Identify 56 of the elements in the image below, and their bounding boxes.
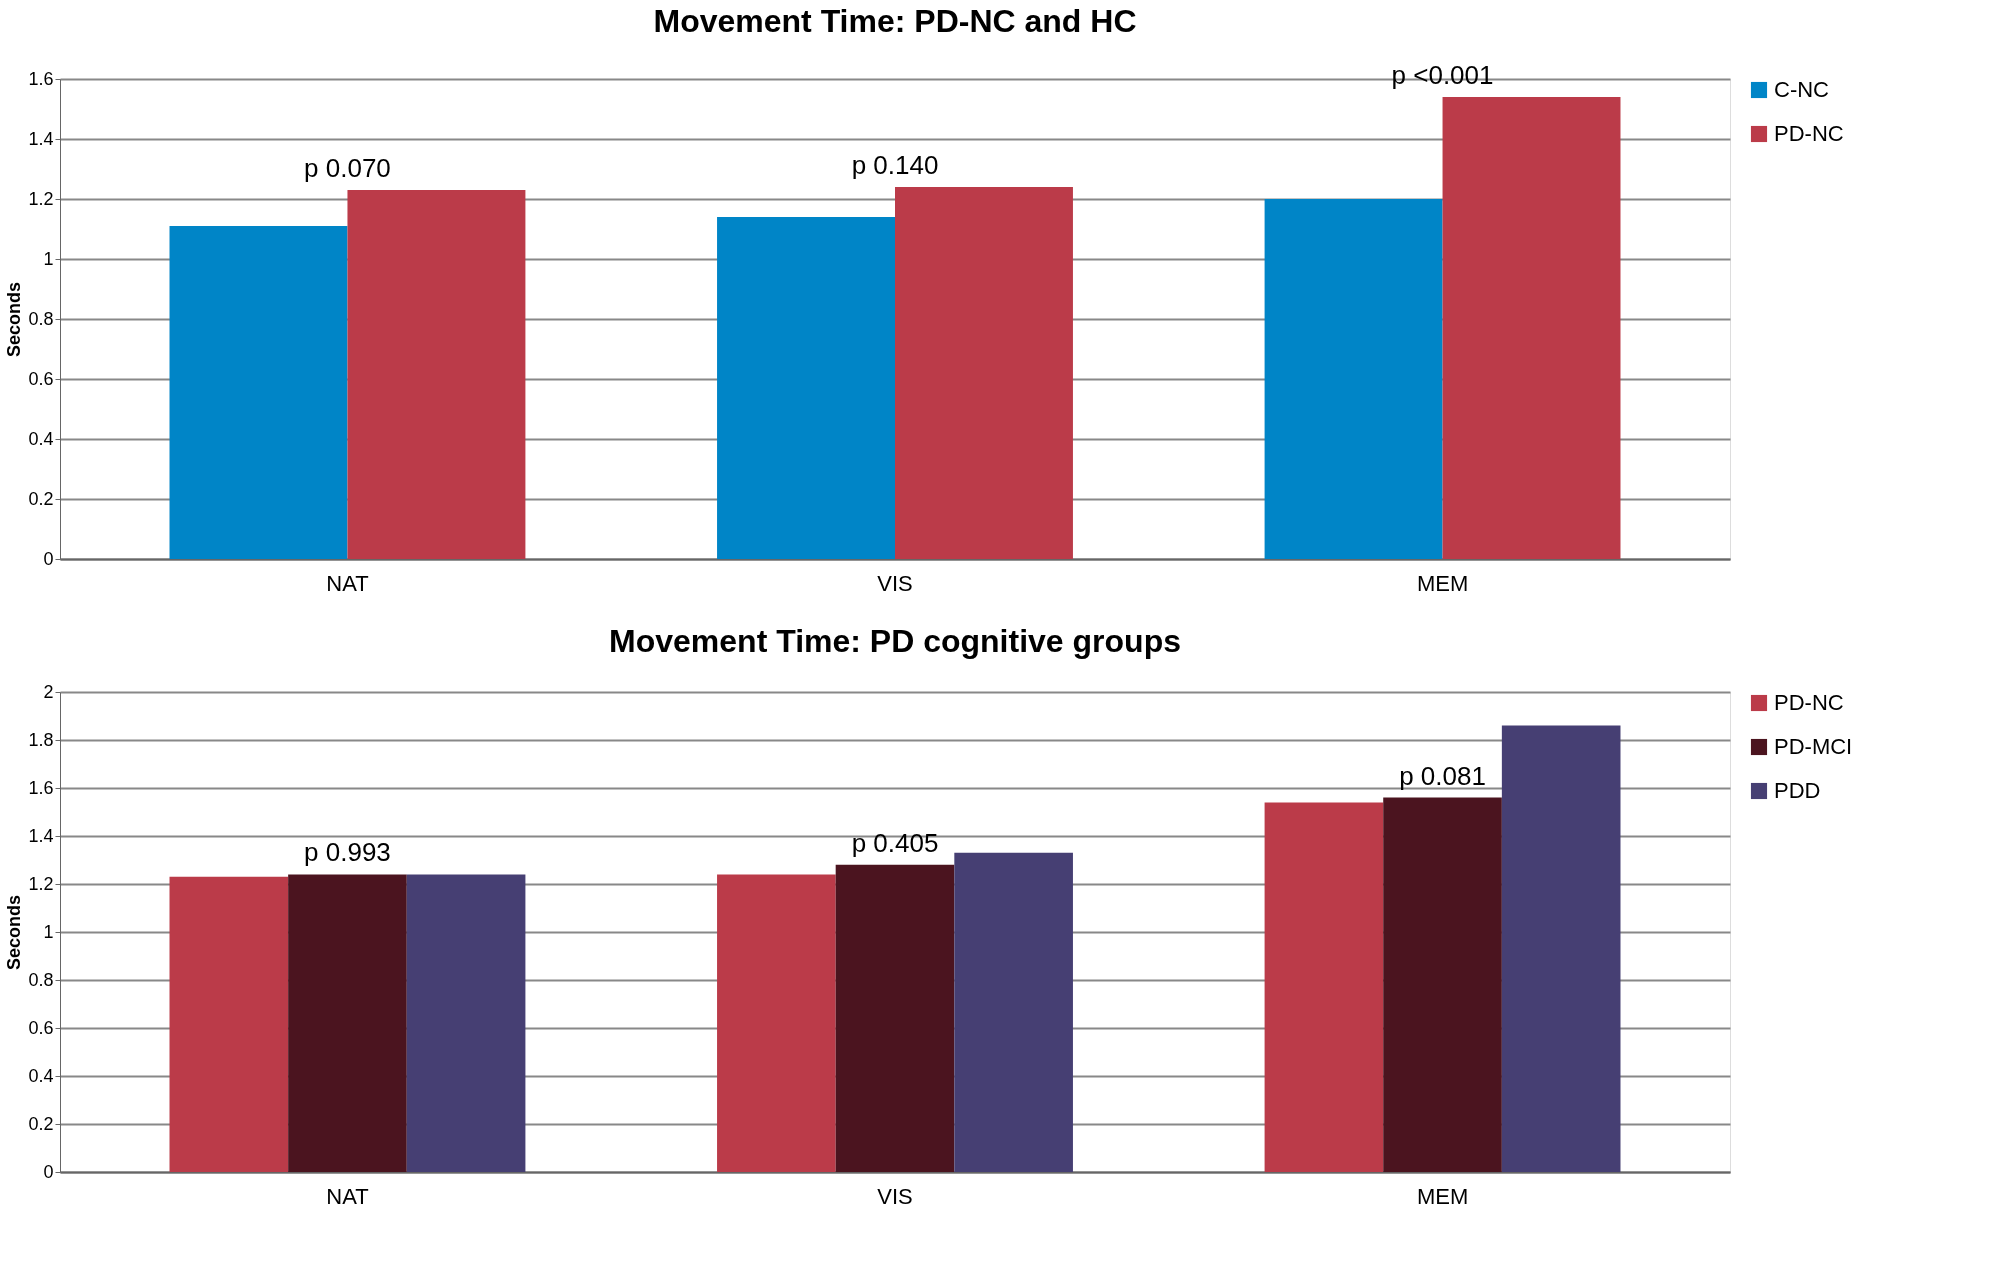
y-tick-label: 0.2: [28, 1113, 54, 1134]
y-tick-label: 0: [43, 1161, 54, 1182]
y-tick-label: 0: [43, 548, 54, 569]
bar: [1501, 725, 1621, 1172]
y-tick-label: 0.6: [28, 1017, 54, 1038]
y-axis-title: Seconds: [4, 281, 25, 358]
bar: [1383, 797, 1502, 1172]
bar: [347, 190, 526, 559]
bar: [406, 874, 526, 1172]
chart-title: Movement Time: PD-NC and HC: [653, 3, 1137, 39]
y-tick-label: 2: [43, 681, 54, 702]
legend-label: PDD: [1774, 778, 1821, 803]
y-tick-label: 1: [43, 921, 54, 942]
bar: [895, 187, 1073, 559]
legend-label: PD-NC: [1774, 690, 1844, 715]
x-tick-label: MEM: [1416, 570, 1469, 596]
y-tick-label: 1.6: [28, 68, 54, 89]
bar: [1442, 97, 1621, 559]
y-tick-label: 1.6: [28, 777, 54, 798]
annotation: p 0.070: [304, 153, 391, 183]
bar: [169, 226, 348, 559]
y-tick-label: 0.4: [28, 428, 54, 449]
y-tick-label: 0.8: [28, 969, 54, 990]
annotation: p <0.001: [1391, 60, 1494, 90]
x-tick-label: VIS: [877, 1183, 913, 1209]
y-tick-label: 0.8: [28, 308, 54, 329]
x-tick-label: MEM: [1416, 1183, 1469, 1209]
annotation: p 0.993: [304, 837, 391, 868]
annotation: p 0.140: [851, 150, 939, 180]
bar: [954, 852, 1073, 1172]
y-tick-label: 1.2: [28, 188, 54, 209]
bar: [288, 874, 407, 1172]
bar: [835, 864, 955, 1172]
chart-title: Movement Time: PD cognitive groups: [609, 623, 1181, 659]
bar: [1264, 802, 1384, 1172]
y-tick-label: 0.2: [28, 488, 54, 509]
legend-label: C-NC: [1774, 77, 1830, 102]
y-tick-label: 0.6: [28, 368, 54, 389]
bar: [717, 217, 895, 559]
bar: [169, 876, 289, 1172]
legend-label: PD-NC: [1774, 121, 1844, 146]
y-tick-label: 1: [43, 248, 54, 269]
bar: [1264, 199, 1443, 559]
y-axis-title: Seconds: [4, 894, 25, 971]
annotation: p 0.081: [1399, 760, 1486, 791]
y-tick-label: 0.4: [28, 1065, 54, 1086]
y-tick-label: 1.8: [28, 729, 54, 750]
bar: [717, 874, 836, 1172]
y-tick-label: 1.4: [28, 128, 54, 149]
y-tick-label: 1.2: [28, 873, 54, 894]
x-tick-label: VIS: [877, 570, 913, 596]
x-tick-label: NAT: [326, 1183, 369, 1209]
x-tick-label: NAT: [326, 570, 369, 596]
annotation: p 0.405: [851, 827, 939, 858]
y-tick-label: 1.4: [28, 825, 54, 846]
legend-label: PD-MCI: [1774, 734, 1853, 759]
